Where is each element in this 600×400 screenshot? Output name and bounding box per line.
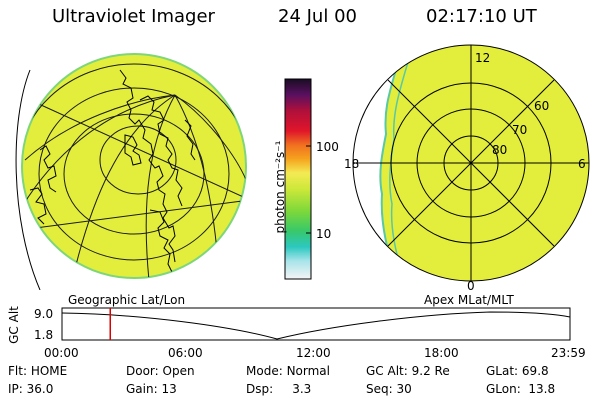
status-seq: Seq: 30 bbox=[366, 382, 412, 396]
colorbar-tick-label-10: 10 bbox=[316, 227, 332, 241]
strip-ytick-low: 1.8 bbox=[34, 328, 54, 342]
status-glon: GLon: 13.8 bbox=[486, 382, 556, 396]
instrument-title: Ultraviolet Imager bbox=[52, 6, 215, 27]
status-mode: Mode: Normal bbox=[246, 364, 330, 378]
strip-axis-label: GC Alt bbox=[7, 306, 21, 344]
geographic-panel-label: Geographic Lat/Lon bbox=[68, 293, 186, 307]
polar-grid bbox=[352, 44, 590, 282]
frame-arc bbox=[15, 69, 41, 290]
time-tick-4: 23:59 bbox=[551, 346, 586, 360]
lat-label-80: 80 bbox=[492, 143, 507, 157]
mlt-label-18: 18 bbox=[344, 157, 359, 171]
image-date: 24 Jul 00 bbox=[278, 6, 357, 27]
time-tick-1: 06:00 bbox=[168, 346, 203, 360]
color-bar bbox=[284, 78, 312, 280]
apex-panel-label: Apex MLat/MLT bbox=[424, 293, 514, 307]
colorbar-tick-label-100: 100 bbox=[316, 140, 339, 154]
lat-label-60: 60 bbox=[534, 99, 549, 113]
lat-label-70: 70 bbox=[512, 123, 527, 137]
time-tick-3: 18:00 bbox=[424, 346, 459, 360]
status-flt: Flt: HOME bbox=[8, 364, 68, 378]
strip-frame bbox=[61, 307, 571, 341]
status-ip: IP: 36.0 bbox=[8, 382, 54, 396]
time-tick-0: 00:00 bbox=[44, 346, 79, 360]
status-door: Door: Open bbox=[126, 364, 195, 378]
strip-ytick-high: 9.0 bbox=[34, 307, 54, 321]
mlt-label-6: 6 bbox=[578, 157, 586, 171]
mlt-label-0: 0 bbox=[467, 279, 475, 293]
altitude-strip bbox=[61, 307, 571, 341]
status-glat: GLat: 69.8 bbox=[486, 364, 549, 378]
status-gain: Gain: 13 bbox=[126, 382, 177, 396]
status-gc-alt: GC Alt: 9.2 Re bbox=[366, 364, 450, 378]
colorbar-axis-label: photon cm⁻²s⁻¹ bbox=[273, 140, 287, 234]
geographic-image bbox=[15, 53, 247, 290]
status-dsp: Dsp: 3.3 bbox=[246, 382, 312, 396]
polar-plot: 12 18 6 0 60 70 80 bbox=[344, 44, 590, 293]
geo-grid bbox=[22, 63, 246, 278]
time-tick-2: 12:00 bbox=[296, 346, 331, 360]
image-time: 02:17:10 UT bbox=[426, 6, 537, 27]
color-scale bbox=[284, 78, 312, 280]
altitude-curve bbox=[61, 311, 571, 340]
coastlines bbox=[29, 69, 196, 273]
mlt-label-12: 12 bbox=[475, 51, 490, 65]
polar-image bbox=[379, 45, 589, 281]
